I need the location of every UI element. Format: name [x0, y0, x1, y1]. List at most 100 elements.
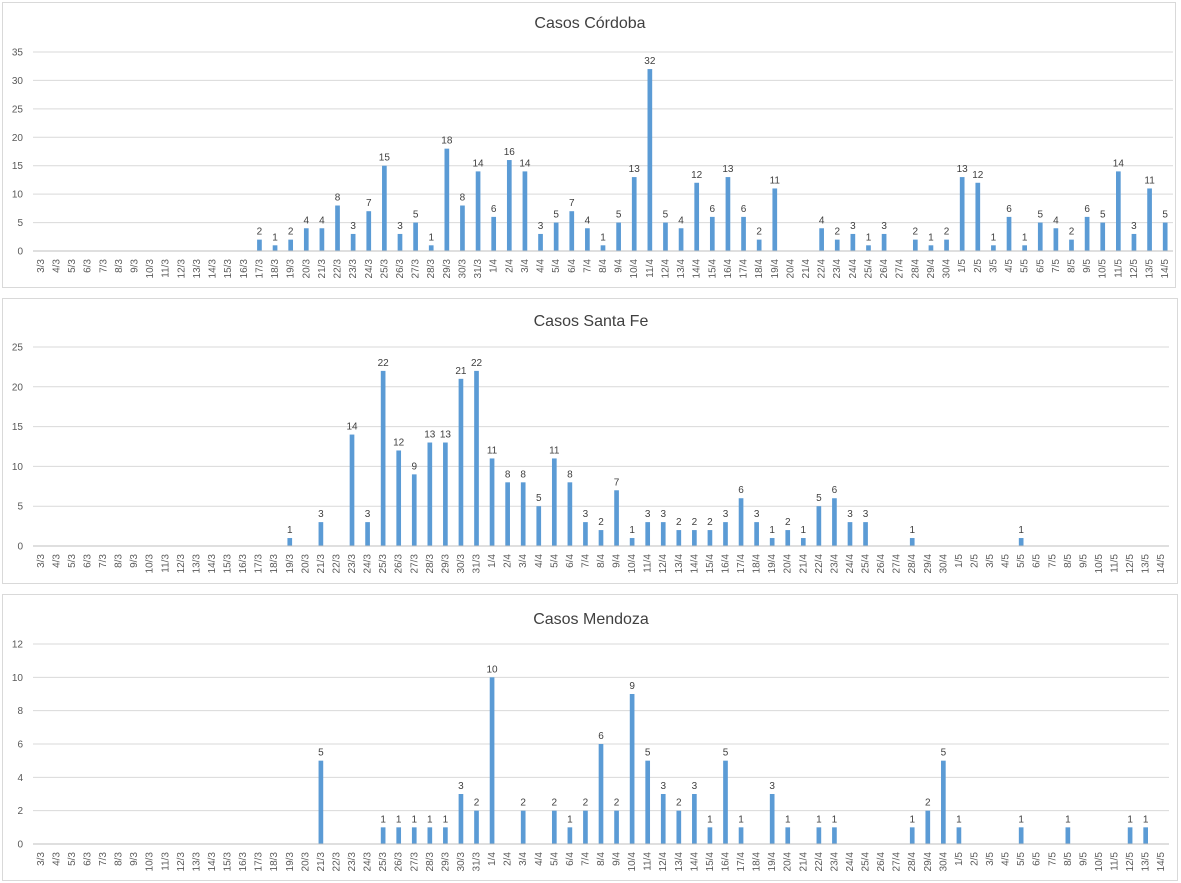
x-tick-label: 13/4 [676, 259, 687, 279]
bar [692, 530, 697, 546]
data-label: 5 [941, 748, 947, 759]
data-label: 5 [1100, 210, 1106, 221]
x-tick-label: 5/4 [549, 554, 560, 568]
x-tick-label: 19/4 [767, 852, 778, 872]
y-tick-label: 10 [12, 673, 24, 684]
data-label: 3 [863, 509, 869, 520]
data-label: 5 [1037, 210, 1043, 221]
data-label: 3 [769, 781, 775, 792]
bar [959, 177, 965, 251]
data-label: 2 [756, 227, 762, 238]
data-label: 11 [487, 445, 498, 456]
y-tick-label: 25 [12, 104, 24, 115]
bar [538, 233, 543, 251]
bar [1022, 245, 1027, 251]
x-tick-label: 13/5 [1141, 554, 1152, 574]
x-tick-label: 7/5 [1047, 852, 1058, 866]
data-label: 4 [319, 215, 325, 226]
data-label: 9 [411, 461, 417, 472]
x-tick-label: 23/3 [347, 554, 358, 574]
x-tick-label: 16/3 [239, 259, 250, 279]
x-tick-label: 5/5 [1016, 554, 1027, 568]
data-label: 2 [288, 227, 294, 238]
data-label: 3 [850, 221, 856, 232]
x-tick-label: 18/3 [269, 554, 280, 574]
data-label: 2 [925, 798, 931, 809]
y-tick-label: 15 [12, 422, 24, 433]
bar [738, 498, 744, 546]
x-tick-label: 7/3 [98, 554, 109, 568]
x-tick-label: 4/3 [51, 554, 62, 568]
x-tick-label: 15/4 [705, 554, 716, 574]
x-tick-label: 8/5 [1063, 554, 1074, 568]
bar [569, 211, 575, 251]
data-label: 1 [600, 232, 606, 243]
y-tick-label: 15 [12, 161, 24, 172]
bar [928, 245, 934, 251]
data-label: 10 [487, 664, 499, 675]
x-tick-label: 24/3 [363, 852, 374, 872]
data-label: 13 [440, 430, 452, 441]
bar [660, 522, 666, 546]
data-label: 2 [598, 517, 604, 528]
x-tick-label: 11/5 [1110, 852, 1121, 871]
data-label: 32 [644, 56, 656, 67]
bar [460, 205, 465, 251]
data-label: 6 [1084, 204, 1090, 215]
x-tick-label: 10/5 [1094, 554, 1105, 574]
data-label: 6 [1006, 204, 1012, 215]
data-label: 1 [567, 814, 573, 825]
bar [707, 827, 713, 844]
bar [956, 827, 962, 844]
x-tick-label: 18/3 [269, 852, 280, 872]
x-tick-label: 10/3 [145, 554, 156, 574]
x-tick-label: 17/4 [739, 259, 750, 279]
data-label: 1 [785, 814, 791, 825]
data-label: 12 [393, 437, 405, 448]
x-tick-label: 22/4 [817, 259, 828, 279]
data-label: 5 [536, 493, 542, 504]
data-label: 2 [785, 517, 791, 528]
data-label: 3 [397, 221, 403, 232]
x-tick-label: 4/5 [1001, 852, 1012, 866]
y-tick-label: 4 [17, 773, 23, 784]
bar [491, 216, 497, 251]
x-tick-label: 16/4 [720, 554, 731, 574]
x-tick-label: 15/4 [707, 259, 718, 279]
y-tick-label: 12 [12, 640, 24, 651]
x-tick-label: 3/5 [988, 259, 999, 273]
x-tick-label: 20/4 [783, 554, 794, 574]
x-tick-label: 6/4 [567, 259, 578, 273]
x-tick-label: 27/3 [409, 554, 420, 574]
x-tick-label: 30/3 [457, 259, 468, 279]
bar [413, 222, 418, 251]
x-tick-label: 22/3 [333, 259, 344, 279]
x-tick-label: 4/4 [534, 852, 545, 866]
bar [1053, 228, 1059, 251]
data-label: 1 [909, 525, 915, 536]
data-label: 2 [474, 798, 480, 809]
bar [1069, 239, 1074, 251]
x-tick-label: 11/4 [643, 554, 654, 573]
bar [458, 378, 464, 546]
data-label: 5 [723, 748, 729, 759]
data-label: 13 [629, 164, 641, 175]
bar [676, 810, 682, 844]
x-tick-label: 28/3 [425, 554, 436, 574]
data-label: 18 [441, 136, 453, 147]
bar [380, 827, 386, 844]
bar [600, 245, 606, 251]
data-label: 22 [471, 358, 483, 369]
x-tick-label: 7/4 [580, 554, 591, 568]
x-tick-label: 31/3 [473, 259, 484, 279]
data-label: 2 [913, 227, 919, 238]
bar [723, 760, 728, 844]
data-label: 7 [614, 477, 620, 488]
data-label: 6 [710, 204, 716, 215]
x-tick-label: 7/4 [580, 852, 591, 866]
data-label: 13 [722, 164, 734, 175]
bar [1127, 827, 1133, 844]
bar [505, 482, 510, 546]
data-label: 5 [663, 210, 669, 221]
data-label: 1 [738, 814, 744, 825]
